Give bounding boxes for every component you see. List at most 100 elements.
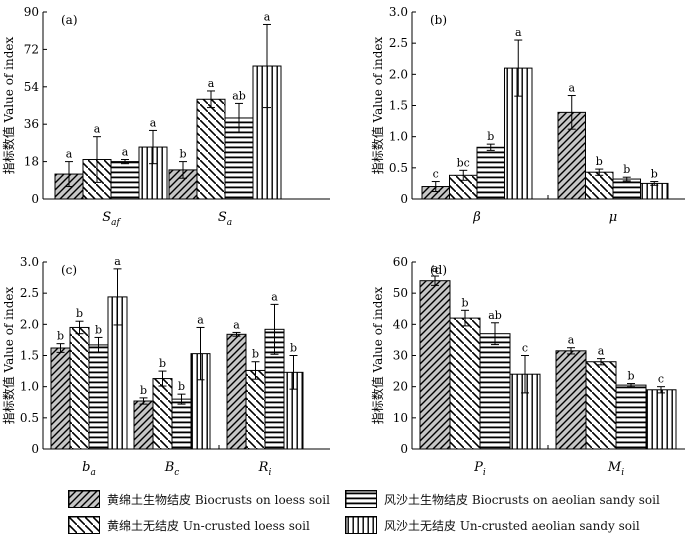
significance-letter: ab <box>232 89 246 102</box>
significance-letter: a <box>264 10 271 23</box>
y-axis-title: 指标数值 Value of index <box>370 36 385 174</box>
y-tick-label: 3.0 <box>389 5 408 19</box>
panel-label: (a) <box>61 13 78 27</box>
y-tick-label: 36 <box>24 117 39 131</box>
bar <box>557 111 586 200</box>
bar <box>152 378 173 450</box>
y-tick-label: 1.5 <box>20 349 39 363</box>
bar <box>645 389 677 450</box>
bar <box>612 178 641 200</box>
x-category-label: μ <box>609 210 617 225</box>
legend-swatch-diag <box>68 490 100 508</box>
y-tick-label: 30 <box>393 349 408 363</box>
legend-item-uncrusted-aeolian: 风沙土无结皮 Un-crusted aeolian sandy soil <box>345 514 640 536</box>
significance-letter: bc <box>457 156 470 169</box>
significance-letter: b <box>627 370 634 383</box>
y-tick-label: 3.0 <box>20 255 39 269</box>
significance-letter: b <box>179 148 186 161</box>
significance-letter: a <box>233 318 240 331</box>
y-tick-label: 0.5 <box>389 161 408 175</box>
y-axis-title: 指标数值 Value of index <box>370 286 385 424</box>
y-tick-label: 0 <box>400 192 408 206</box>
bar <box>585 171 614 200</box>
y-tick-label: 54 <box>24 80 40 94</box>
y-tick-label: 72 <box>24 42 39 56</box>
significance-letter: a <box>598 345 605 358</box>
y-tick-label: 60 <box>393 255 408 269</box>
significance-letter: b <box>461 296 468 309</box>
bar <box>133 400 154 450</box>
figure-canvas: 0 18 36 54 72 90 (a) 指标数值 Value of index a a a a Saf… <box>1 5 685 478</box>
significance-letter: b <box>140 384 147 397</box>
bar <box>585 361 617 450</box>
y-tick-label: 2.5 <box>20 286 39 300</box>
x-category-label: Saf <box>102 210 121 228</box>
significance-letter: a <box>208 77 215 90</box>
chart-panel-4: 0 10 20 30 40 50 60 (d) 指标数值 Value of index a b a b c… <box>370 255 685 478</box>
y-tick-label: 1.0 <box>389 130 408 144</box>
y-tick-label: 2.0 <box>389 67 408 81</box>
bar <box>226 333 247 450</box>
bar <box>110 161 140 200</box>
significance-letter: a <box>197 313 204 326</box>
legend-item-biocrusts-aeolian: 风沙土生物结皮 Biocrusts on aeolian sandy soil <box>345 488 660 510</box>
y-tick-label: 50 <box>393 286 408 300</box>
significance-letter: b <box>76 307 83 320</box>
legend-label: 黄绵土无结皮 Un-crusted loess soil <box>107 518 310 533</box>
panel-label: (d) <box>430 263 447 277</box>
significance-letter: b <box>596 155 603 168</box>
y-tick-label: 20 <box>393 380 408 394</box>
bar <box>196 98 226 200</box>
y-tick-label: 10 <box>393 411 408 425</box>
y-tick-label: 0 <box>400 442 408 456</box>
y-tick-label: 2.5 <box>389 36 408 50</box>
panel-label: (c) <box>61 263 77 277</box>
legend: 黄绵土生物结皮 Biocrusts on loess soil 风沙土生物结皮 … <box>60 484 680 538</box>
legend-label: 黄绵土生物结皮 Biocrusts on loess soil <box>107 492 330 507</box>
bar <box>555 350 587 450</box>
bar <box>479 333 511 450</box>
significance-letter: b <box>95 323 102 336</box>
bar <box>449 317 481 450</box>
chart-panel-2: 0 0.5 1.0 1.5 2.0 2.5 3.0 (b) 指标数值 Value of inde… <box>370 5 685 225</box>
bar <box>171 398 192 450</box>
significance-letter: a <box>150 116 157 129</box>
significance-letter: b <box>159 357 166 370</box>
significance-letter: a <box>568 334 575 347</box>
y-tick-label: 1.5 <box>389 99 408 113</box>
significance-letter: a <box>515 26 522 39</box>
y-tick-label: 0 <box>31 442 39 456</box>
significance-letter: c <box>658 373 664 386</box>
y-tick-label: 40 <box>393 317 408 331</box>
significance-letter: a <box>114 255 121 268</box>
x-category-label: β <box>472 210 481 225</box>
significance-letter: a <box>66 148 73 161</box>
x-category-label: Sa <box>218 210 232 228</box>
significance-letter: b <box>252 348 259 361</box>
significance-letter: b <box>178 380 185 393</box>
bar <box>245 369 266 450</box>
x-category-label: ba <box>82 460 96 478</box>
bar <box>476 146 505 200</box>
y-tick-label: 90 <box>24 5 39 19</box>
significance-letter: b <box>623 163 630 176</box>
legend-item-biocrusts-loess: 黄绵土生物结皮 Biocrusts on loess soil <box>68 488 330 510</box>
significance-letter: a <box>568 82 575 95</box>
chart-panel-1: 0 18 36 54 72 90 (a) 指标数值 Value of index a a a a Saf… <box>1 5 330 228</box>
bar <box>615 384 647 450</box>
legend-label: 风沙土生物结皮 Biocrusts on aeolian sandy soil <box>384 492 660 507</box>
bar <box>419 280 451 450</box>
y-tick-label: 18 <box>24 155 39 169</box>
x-category-label: Ri <box>258 460 272 478</box>
legend-swatch-vert <box>345 516 377 534</box>
significance-letter: a <box>432 262 439 275</box>
significance-letter: b <box>651 168 658 181</box>
y-tick-label: 0 <box>31 192 39 206</box>
x-category-label: Mi <box>607 460 624 478</box>
x-category-label: Bc <box>164 460 180 478</box>
y-axis-title: 指标数值 Value of index <box>1 286 16 424</box>
significance-letter: b <box>57 330 64 343</box>
significance-letter: a <box>271 290 278 303</box>
bar <box>88 344 109 450</box>
y-tick-label: 2.0 <box>20 317 39 331</box>
